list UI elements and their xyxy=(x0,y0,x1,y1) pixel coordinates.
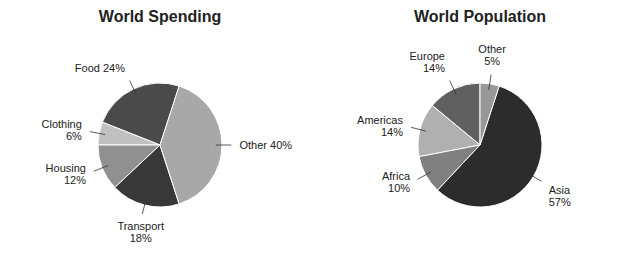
chart-title: World Spending xyxy=(99,8,221,25)
slice-label-line: Housing xyxy=(46,162,86,174)
leader-line xyxy=(142,199,146,214)
slice-label-line: 14% xyxy=(381,126,403,138)
slice-label-line: Asia xyxy=(549,184,571,196)
leader-line xyxy=(450,80,457,94)
slice-label: Africa10% xyxy=(382,170,411,194)
pie-slice xyxy=(98,122,160,145)
leader-line xyxy=(130,80,137,94)
slice-label-line: 18% xyxy=(130,232,152,244)
slice-label-line: Other xyxy=(478,43,506,55)
pie-slice xyxy=(480,83,499,145)
leader-line xyxy=(94,166,108,172)
slice-label-line: 12% xyxy=(64,174,86,186)
slice-label-line: Americas xyxy=(357,114,403,126)
pie-panel: World SpendingFood 24%Clothing6%Housing1… xyxy=(42,8,293,244)
slice-label-line: 57% xyxy=(549,196,571,208)
slice-label: Europe14% xyxy=(410,50,446,74)
slice-label: Housing12% xyxy=(46,162,87,186)
slice-label-line: 6% xyxy=(66,130,82,142)
leader-line xyxy=(216,145,232,146)
slice-label-line: Clothing xyxy=(42,118,82,130)
slice-label-line: 5% xyxy=(484,55,500,67)
leader-line xyxy=(411,127,426,131)
slice-label-line: 10% xyxy=(388,182,410,194)
pie-panel: World PopulationEurope14%Americas14%Afri… xyxy=(357,8,571,208)
leader-line xyxy=(489,75,491,90)
slice-label-line: 14% xyxy=(423,62,445,74)
chart-title: World Population xyxy=(414,8,546,25)
slice-label: Asia57% xyxy=(549,184,571,208)
slice-label: Food 24% xyxy=(75,62,125,74)
slice-label: Transport18% xyxy=(117,220,164,244)
slice-label-line: Other 40% xyxy=(240,139,293,151)
slice-label-line: Europe xyxy=(410,50,445,62)
leader-line xyxy=(528,173,541,181)
pie-slice xyxy=(160,86,222,204)
leader-line xyxy=(90,132,105,135)
chart-canvas: World SpendingFood 24%Clothing6%Housing1… xyxy=(0,0,640,258)
slice-label-line: Africa xyxy=(382,170,411,182)
leader-line xyxy=(418,172,432,179)
slice-label: Americas14% xyxy=(357,114,403,138)
slice-label: Other5% xyxy=(478,43,506,67)
slice-label: Clothing6% xyxy=(42,118,83,142)
slice-label: Other 40% xyxy=(240,139,293,151)
slice-label-line: Food 24% xyxy=(75,62,125,74)
slice-label-line: Transport xyxy=(117,220,164,232)
